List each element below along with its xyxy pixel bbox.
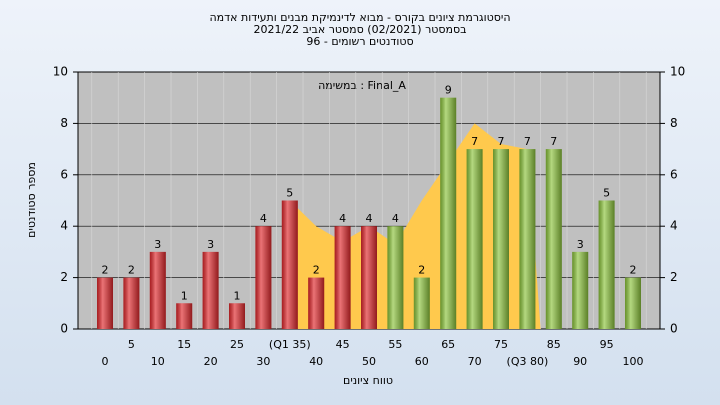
y-tick-label: 6 <box>60 167 68 181</box>
bar-shade <box>519 149 536 329</box>
bar-shade <box>97 277 113 329</box>
x-tick-label: 85 <box>547 338 561 351</box>
value-label: 2 <box>418 264 425 277</box>
x-tick-label: 25 <box>230 338 244 351</box>
x-tick-label: 10 <box>151 355 165 368</box>
bar-shade <box>387 226 404 329</box>
x-tick-label: 0 <box>102 355 109 368</box>
bar-shade <box>255 226 272 329</box>
value-label: 7 <box>524 135 531 148</box>
title-line: סטודנטים רשומים - 96 <box>306 35 413 48</box>
title-line: בסמסטר (02/2021) סמסטר אביב 2021/22 <box>253 23 466 36</box>
x-tick-label: 65 <box>441 338 455 351</box>
x-tick-label: 100 <box>623 355 644 368</box>
bar-shade <box>413 277 430 329</box>
bar-shade <box>466 149 483 329</box>
value-label: 7 <box>498 135 505 148</box>
value-label: 2 <box>128 264 135 277</box>
x-tick-label: 20 <box>204 355 218 368</box>
y2-tick-label: 0 <box>670 322 678 336</box>
x-tick-label: 30 <box>256 355 270 368</box>
x-tick-label: (Q3 80) <box>507 355 549 368</box>
y2-tick-label: 4 <box>670 219 678 233</box>
value-label: 7 <box>550 135 557 148</box>
bar-shade <box>493 149 509 329</box>
bar-shade <box>440 97 457 329</box>
y2-tick-label: 6 <box>670 167 678 181</box>
x-axis-label: טווח ציונים <box>343 374 393 387</box>
bar-shade <box>625 277 641 329</box>
x-tick-label: 15 <box>177 338 191 351</box>
x-tick-label: 75 <box>494 338 508 351</box>
bar-shade <box>598 200 615 329</box>
value-label: 4 <box>392 212 399 225</box>
bar-shade <box>202 251 219 329</box>
bar-shade <box>545 149 562 329</box>
bar-shade <box>149 251 166 329</box>
y2-tick-label: 2 <box>670 270 678 284</box>
value-label: 3 <box>577 238 584 251</box>
value-label: 4 <box>260 212 267 225</box>
x-tick-label: 45 <box>336 338 350 351</box>
x-tick-label: 70 <box>468 355 482 368</box>
title-line: היסטוגרמת ציונים בקורס - מבוא לדינמיקת מ… <box>209 11 510 24</box>
value-label: 3 <box>154 238 161 251</box>
y-tick-label: 0 <box>60 322 68 336</box>
x-tick-label: 60 <box>415 355 429 368</box>
x-tick-label: (Q1 35) <box>269 338 311 351</box>
bar-shade <box>123 277 140 329</box>
value-label: 4 <box>366 212 373 225</box>
value-label: 2 <box>630 264 637 277</box>
x-tick-label: 40 <box>309 355 323 368</box>
x-tick-label: 50 <box>362 355 376 368</box>
value-label: 5 <box>603 187 610 200</box>
y-tick-label: 4 <box>60 219 68 233</box>
x-tick-label: 90 <box>573 355 587 368</box>
y-tick-label: 2 <box>60 270 68 284</box>
y-axis-label: מספר סטודנטים <box>25 162 38 238</box>
bar-shade <box>308 277 325 329</box>
value-label: 4 <box>339 212 346 225</box>
value-label: 3 <box>207 238 214 251</box>
value-label: 9 <box>445 84 452 97</box>
bar-shade <box>334 226 351 329</box>
value-label: 7 <box>471 135 478 148</box>
bar-shade <box>176 303 193 329</box>
bar-shade <box>361 226 377 329</box>
x-tick-label: 95 <box>600 338 614 351</box>
y-tick-label: 10 <box>53 65 68 79</box>
bar-shade <box>229 303 245 329</box>
value-label: 1 <box>234 289 241 302</box>
bar-shade <box>281 200 298 329</box>
x-tick-label: 55 <box>388 338 402 351</box>
y2-tick-label: 10 <box>670 65 685 79</box>
y2-tick-label: 8 <box>670 116 678 130</box>
annotation: במשימה : Final_A <box>318 79 406 92</box>
value-label: 5 <box>286 187 293 200</box>
x-tick-label: 5 <box>128 338 135 351</box>
value-label: 1 <box>181 289 188 302</box>
value-label: 2 <box>102 264 109 277</box>
bar-shade <box>572 251 589 329</box>
value-label: 2 <box>313 264 320 277</box>
y-tick-label: 8 <box>60 116 68 130</box>
